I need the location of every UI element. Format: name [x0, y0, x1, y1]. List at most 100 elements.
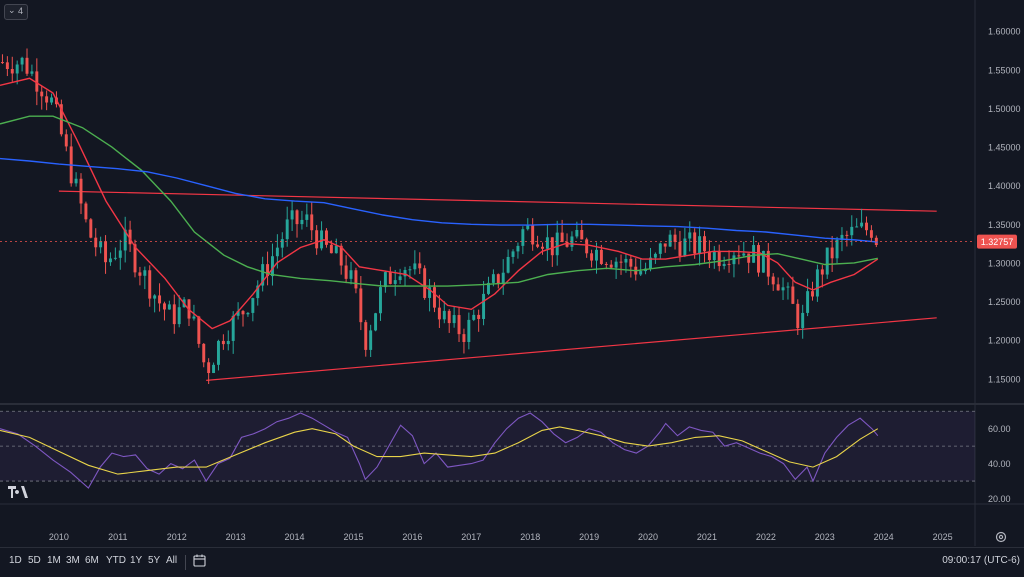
- candle-body: [452, 315, 456, 324]
- candle-body: [403, 270, 407, 277]
- candle-body: [447, 310, 451, 324]
- rsi-tick-label: 20.00: [988, 494, 1011, 504]
- gear-icon[interactable]: [995, 531, 1007, 543]
- candle-body: [801, 312, 805, 328]
- candle-body: [285, 219, 289, 240]
- candle-body: [305, 214, 309, 220]
- candle-body: [329, 244, 333, 254]
- trendline: [206, 317, 937, 381]
- range-6m-button[interactable]: 6M: [85, 555, 99, 566]
- candle-body: [820, 269, 824, 275]
- time-tick-label: 2023: [815, 532, 835, 542]
- candle-body: [320, 230, 324, 249]
- candle-body: [388, 272, 392, 284]
- candle-body: [658, 243, 662, 254]
- candle-body: [20, 57, 24, 65]
- candle-body: [25, 57, 29, 74]
- candle-body: [496, 274, 500, 284]
- candle-body: [766, 250, 770, 277]
- range-1y-button[interactable]: 1Y: [130, 555, 143, 566]
- candle-body: [216, 340, 220, 365]
- time-tick-label: 2019: [579, 532, 599, 542]
- time-tick-label: 2022: [756, 532, 776, 542]
- candle-body: [295, 210, 299, 225]
- candle-body: [595, 249, 598, 261]
- time-tick-label: 2011: [108, 532, 127, 542]
- candle-body: [752, 245, 756, 263]
- candle-body: [433, 287, 436, 308]
- chevron-down-icon: ⌄: [8, 5, 16, 15]
- candle-body: [364, 322, 368, 350]
- candle-body: [703, 236, 706, 252]
- candle-body: [717, 250, 721, 267]
- candle-body: [172, 304, 176, 325]
- candle-body: [123, 229, 127, 251]
- candle-body: [74, 178, 78, 184]
- range-5d-button[interactable]: 5D: [28, 555, 41, 566]
- candle-body: [624, 258, 628, 263]
- candle-body: [491, 274, 495, 283]
- last-price-badge: [977, 234, 1017, 249]
- candle-body: [663, 243, 667, 247]
- toolbar-divider: [185, 555, 186, 570]
- price-tick-label: 1.45000: [988, 143, 1021, 153]
- range-3m-button[interactable]: 3M: [66, 555, 80, 566]
- calendar-icon[interactable]: [193, 554, 206, 567]
- time-tick-label: 2014: [285, 532, 305, 542]
- candle-body: [840, 234, 844, 240]
- candle-body: [354, 270, 358, 289]
- candle-body: [128, 229, 132, 245]
- price-tick-label: 1.20000: [988, 336, 1021, 346]
- candle-body: [143, 270, 147, 276]
- rsi-series-line: [0, 412, 879, 489]
- candle-body: [639, 271, 643, 275]
- candle-body: [40, 91, 44, 97]
- price-tick-label: 1.30000: [988, 258, 1021, 268]
- candle-body: [629, 258, 633, 267]
- candle-body: [221, 340, 225, 345]
- candle-body: [0, 62, 4, 64]
- price-tick-label: 1.55000: [988, 65, 1021, 75]
- candle-body: [575, 229, 579, 237]
- price-tick-label: 1.15000: [988, 374, 1021, 384]
- axes: 1.60000 1.55000 1.50000 1.45000 1.40000 1.350…: [49, 27, 1021, 542]
- candle-body: [99, 241, 103, 248]
- candle-body: [192, 316, 196, 319]
- candle-body: [35, 71, 39, 92]
- rsi-tick-label: 60.00: [988, 424, 1011, 434]
- candle-body: [177, 307, 181, 325]
- candle-body: [261, 264, 265, 286]
- candle-body: [727, 263, 731, 265]
- candle-body: [418, 263, 422, 269]
- candle-body: [673, 234, 677, 242]
- candle-body: [521, 229, 525, 246]
- candle-body: [722, 263, 726, 267]
- candle-body: [550, 237, 554, 256]
- candle-body: [398, 276, 402, 281]
- candle-body: [830, 247, 834, 259]
- candle-body: [811, 291, 814, 297]
- range-5y-button[interactable]: 5Y: [148, 555, 161, 566]
- candle-body: [791, 286, 795, 304]
- candle-body: [197, 316, 201, 344]
- candle-body: [693, 232, 697, 254]
- time-tick-label: 2020: [638, 532, 658, 542]
- candle-body: [236, 311, 240, 316]
- indicator-toggle[interactable]: ⌄ 4: [4, 4, 28, 20]
- candle-body: [688, 232, 692, 239]
- candle-body: [796, 303, 800, 328]
- candle-body: [604, 263, 608, 265]
- candle-body: [393, 280, 397, 284]
- candle-body: [590, 253, 594, 261]
- candle-body: [315, 230, 319, 249]
- candle-body: [413, 263, 417, 270]
- range-all-button[interactable]: All: [166, 555, 178, 566]
- candle-body: [698, 236, 702, 254]
- candle-body: [487, 282, 490, 294]
- range-1m-button[interactable]: 1M: [47, 555, 61, 566]
- range-1d-button[interactable]: 1D: [9, 555, 22, 566]
- candle-body: [761, 250, 765, 273]
- candle-body: [256, 285, 260, 299]
- range-ytd-button[interactable]: YTD: [106, 555, 126, 566]
